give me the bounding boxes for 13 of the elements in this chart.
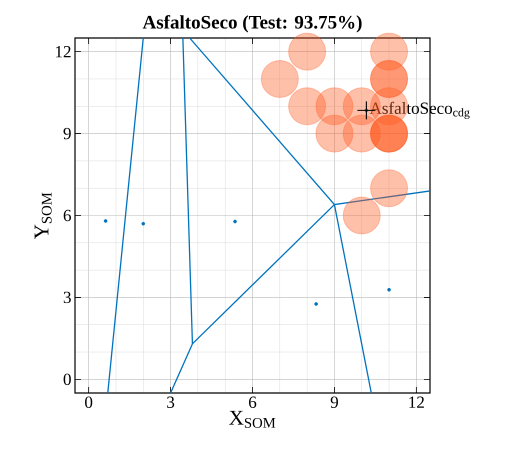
y-tick-label: 3	[64, 292, 71, 304]
chart-title: AsfaltoSeco (Test: 93.75%)	[142, 15, 362, 32]
y-tick-label: 9	[64, 128, 71, 140]
x-tick-label: 9	[330, 396, 338, 408]
y-tick-label: 6	[64, 210, 71, 222]
x-axis-title: X$_{SOM}$	[229, 410, 276, 428]
y-tick-label: 12	[56, 46, 71, 58]
y-axis-title: Y$_{SOM}$	[34, 192, 52, 240]
x-tick-label: 3	[167, 396, 174, 408]
x-tick-label: 6	[248, 396, 256, 408]
y-tick-label: 0	[64, 374, 71, 386]
x-tick-label: 12	[409, 396, 424, 408]
x-tick-label: 0	[85, 396, 92, 408]
